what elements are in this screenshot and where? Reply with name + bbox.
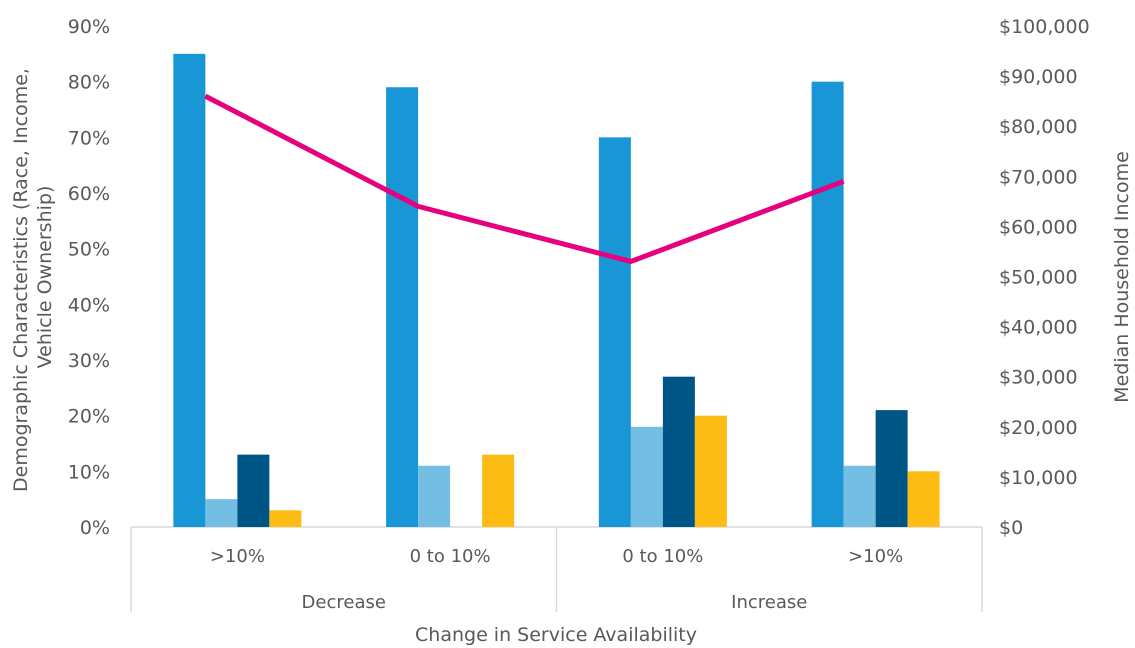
y2-tick-label: $70,000 xyxy=(999,166,1078,188)
y2-axis-ticks: $0 $10,000 $20,000 $30,000 $40,000 $50,000 $60… xyxy=(999,16,1090,539)
y2-tick-label: $90,000 xyxy=(999,66,1078,88)
y-tick-label: 50% xyxy=(68,239,110,261)
y-tick-label: 0% xyxy=(80,517,110,539)
y2-tick-label: $50,000 xyxy=(999,267,1078,289)
x-tick-label: 0 to 10% xyxy=(622,546,703,567)
bar xyxy=(418,465,451,527)
x-axis-lines xyxy=(130,526,983,612)
y2-tick-label: $60,000 xyxy=(999,216,1078,238)
y2-tick-label: $100,000 xyxy=(999,16,1090,38)
y-axis-ticks: 0% 10% 20% 30% 40% 50% 60% 70% 80% 90% xyxy=(68,16,110,539)
bar xyxy=(598,137,631,528)
bar xyxy=(237,454,270,527)
y-tick-label: 30% xyxy=(68,350,110,372)
y-tick-label: 60% xyxy=(68,183,110,205)
income-line-path xyxy=(204,93,845,264)
y-tick-label: 20% xyxy=(68,406,110,428)
y2-tick-label: $0 xyxy=(999,517,1023,539)
y2-tick-label: $40,000 xyxy=(999,317,1078,339)
bar xyxy=(173,53,206,527)
y-axis-title-line-1: Demographic Characteristics (Race, Incom… xyxy=(10,68,32,492)
bar xyxy=(843,465,876,527)
x-tick-label: >10% xyxy=(848,546,903,567)
x-axis-labels: >10% 0 to 10% 0 to 10% >10% Decrease Increase xyxy=(210,546,903,613)
x-tick-label: >10% xyxy=(210,546,265,567)
y-tick-label: 70% xyxy=(68,127,110,149)
y-tick-label: 80% xyxy=(68,72,110,94)
y2-axis-title: Median Household Income xyxy=(1111,151,1133,403)
bar xyxy=(205,499,238,527)
bars xyxy=(173,53,940,528)
y-axis-title: Demographic Characteristics (Race, Incom… xyxy=(10,62,56,492)
y2-tick-label: $80,000 xyxy=(999,116,1078,138)
y-axis-title-line-2: Vehicle Ownership) xyxy=(34,186,56,369)
y2-tick-label: $10,000 xyxy=(999,467,1078,489)
x-tick-label: 0 to 10% xyxy=(410,546,491,567)
y-tick-label: 40% xyxy=(68,294,110,316)
bar xyxy=(875,410,908,527)
bar xyxy=(694,415,727,527)
bar xyxy=(662,376,695,527)
x-axis-title: Change in Service Availability xyxy=(415,624,697,646)
x-group-label: Increase xyxy=(731,592,807,613)
y2-tick-label: $30,000 xyxy=(999,367,1078,389)
bar xyxy=(386,87,419,527)
bar xyxy=(482,454,515,527)
x-group-label: Decrease xyxy=(302,592,386,613)
bar xyxy=(269,510,302,527)
bar xyxy=(907,471,940,527)
bar xyxy=(630,426,663,527)
income-line xyxy=(204,93,845,264)
y2-tick-label: $20,000 xyxy=(999,417,1078,439)
y-tick-label: 10% xyxy=(68,461,110,483)
bar xyxy=(811,81,844,528)
y-tick-label: 90% xyxy=(68,16,110,38)
